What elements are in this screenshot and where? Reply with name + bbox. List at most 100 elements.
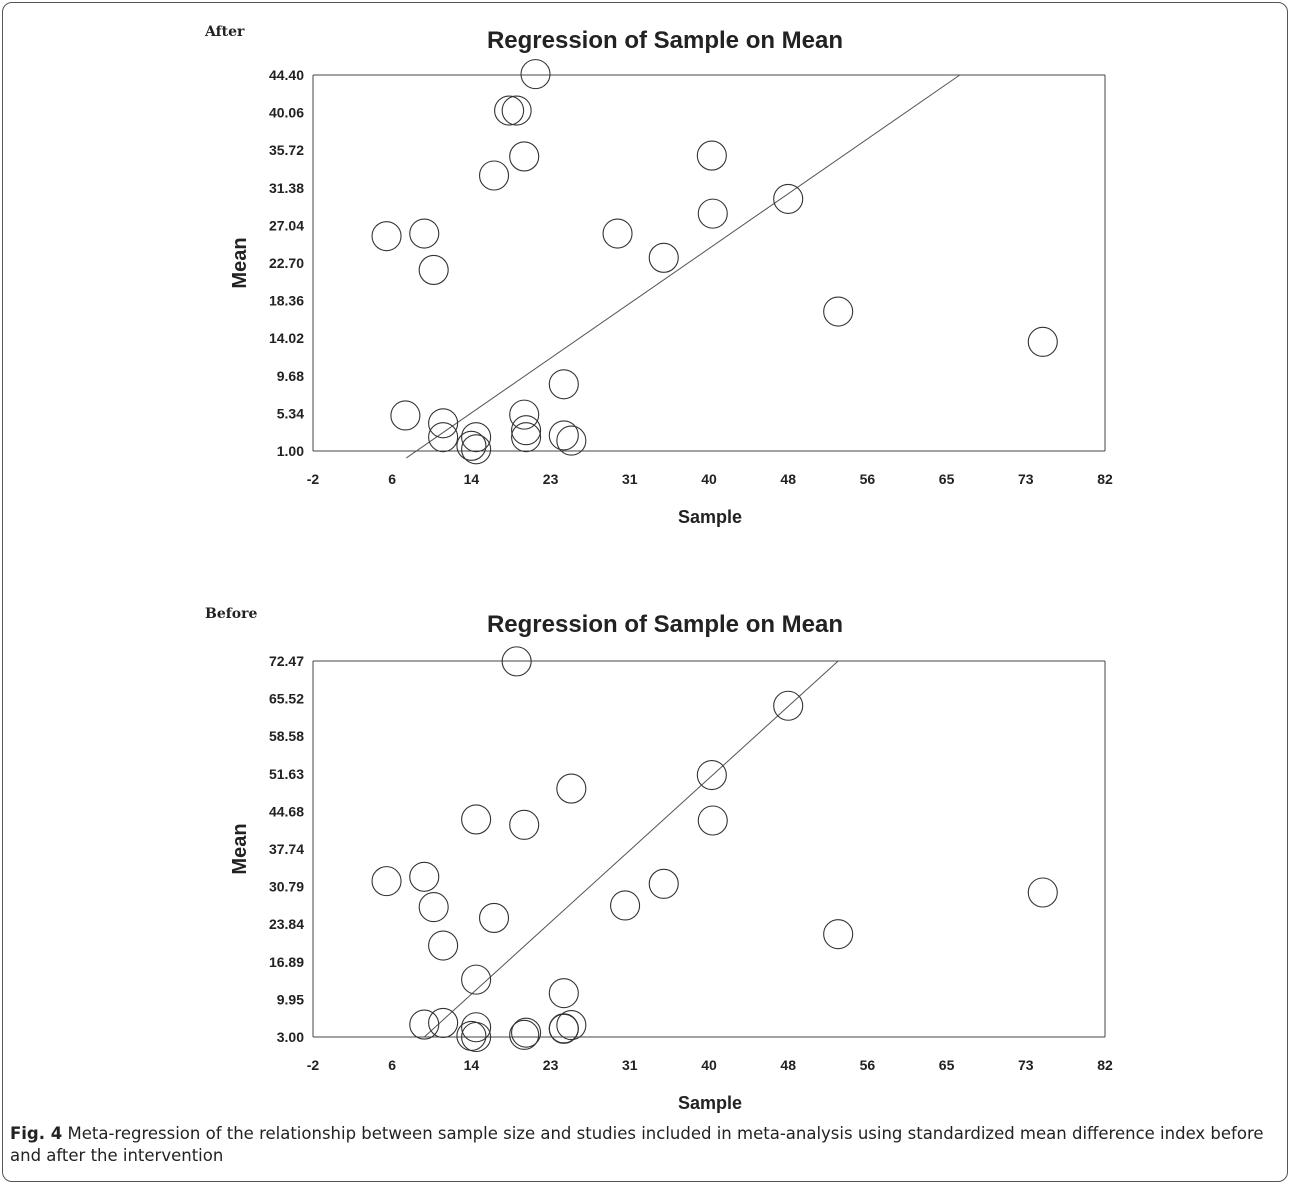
regression-line [406,74,961,459]
x-tick-label: 40 [701,1057,717,1073]
y-tick-label: 27.04 [269,217,304,233]
y-tick-label: 3.00 [277,1029,304,1045]
scatter-point [428,408,459,439]
y-tick-label: 40.06 [269,105,304,121]
x-tick-label: 56 [860,471,876,487]
y-tick-label: 44.40 [269,67,304,83]
x-axis-label: Sample [678,507,742,527]
scatter-point [602,218,633,249]
panel-label: After [204,24,245,40]
scatter-point [418,254,449,285]
y-tick-label: 16.89 [269,954,304,970]
caption-text: Meta-regression of the relationship betw… [10,1124,1264,1165]
y-tick-label: 37.74 [269,841,304,857]
scatter-point [556,773,587,804]
scatter-point [409,218,440,249]
x-tick-label: 40 [701,471,717,487]
scatter-point [428,422,459,453]
scatter-point [461,1021,492,1053]
y-tick-label: 51.63 [269,766,304,782]
x-tick-label: 23 [543,1057,559,1073]
x-tick-label: 23 [543,471,559,487]
axis-ticks: 3.00 9.95 16.89 23.84 30.79 37.74 44.68 51.63 58… [269,653,1113,1073]
scatter-point [548,1013,579,1044]
scatter-point [509,141,540,172]
x-tick-label: 73 [1018,471,1034,487]
scatter-point [696,759,727,791]
scatter-point [511,415,542,446]
y-tick-label: 72.47 [269,653,304,669]
y-tick-label: 30.79 [269,879,304,895]
scatter-point [478,160,510,191]
scatter-point [409,1009,440,1040]
scatter-point [461,1012,492,1043]
scatter-point [456,430,487,461]
x-tick-label: 82 [1097,471,1113,487]
scatter-point [461,964,492,995]
scatter-point [461,434,492,465]
scatter-point [511,422,542,453]
scatter-point [520,59,551,90]
scatter-point [478,902,510,933]
scatter-point [648,868,679,899]
regression-line [423,660,839,1038]
y-axis-label: Mean [229,237,251,288]
scatter-point [648,242,679,273]
x-tick-label: 48 [780,1057,796,1073]
panel-label: Before [205,606,257,622]
scatter-point [556,425,587,456]
x-tick-label: 6 [388,1057,396,1073]
y-axis-label: Mean [229,823,251,874]
y-tick-label: 23.84 [269,916,304,932]
scatter-point [823,296,854,327]
chart-panel-after: After Regression of Sample on Mean Sampl… [204,24,1113,527]
chart-title: Regression of Sample on Mean [487,27,843,54]
y-tick-label: 31.38 [269,180,304,196]
scatter-point [548,369,579,400]
scatter-point [1027,877,1058,908]
scatter-point [390,400,421,431]
x-tick-label: 48 [780,471,796,487]
y-tick-label: 44.68 [269,803,304,819]
x-tick-label: 65 [939,471,955,487]
plot-marks [371,59,1058,465]
y-tick-label: 9.68 [277,368,304,384]
scatter-point [461,422,492,453]
y-tick-label: 65.52 [269,691,304,707]
y-tick-label: 58.58 [269,728,304,744]
x-tick-label: 65 [939,1057,955,1073]
scatter-point [548,978,579,1009]
scatter-point [1027,326,1058,357]
y-tick-label: 35.72 [269,142,304,158]
scatter-point [773,690,804,721]
y-tick-label: 14.02 [269,330,304,346]
scatter-point [494,95,525,126]
scatter-point [556,1010,587,1041]
scatter-point [509,809,540,840]
axis-ticks: 1.00 5.34 9.68 14.02 18.36 22.70 27.04 31.38 35.… [269,67,1113,487]
x-tick-label: 73 [1018,1057,1034,1073]
scatter-point [501,646,532,677]
x-tick-label: 31 [622,471,638,487]
scatter-point [428,1007,459,1038]
y-tick-label: 18.36 [269,293,304,309]
scatter-point [509,1019,540,1050]
chart-title: Regression of Sample on Mean [487,611,843,638]
scatter-point [697,805,728,836]
x-tick-label: -2 [307,1057,320,1073]
scatter-point [548,420,579,451]
scatter-point [501,95,532,126]
x-axis-label: Sample [678,1093,742,1113]
scatter-point [418,892,449,923]
y-tick-label: 1.00 [277,443,304,459]
x-tick-label: 14 [464,1057,480,1073]
x-tick-label: 56 [860,1057,876,1073]
x-tick-label: -2 [307,471,320,487]
caption-label: Fig. 4 [10,1124,63,1143]
scatter-point [610,890,641,921]
plot-marks [371,646,1058,1053]
chart-panel-before: Before Regression of Sample on Mean Samp… [205,606,1113,1113]
scatter-point [773,183,804,214]
scatter-point [461,804,492,835]
